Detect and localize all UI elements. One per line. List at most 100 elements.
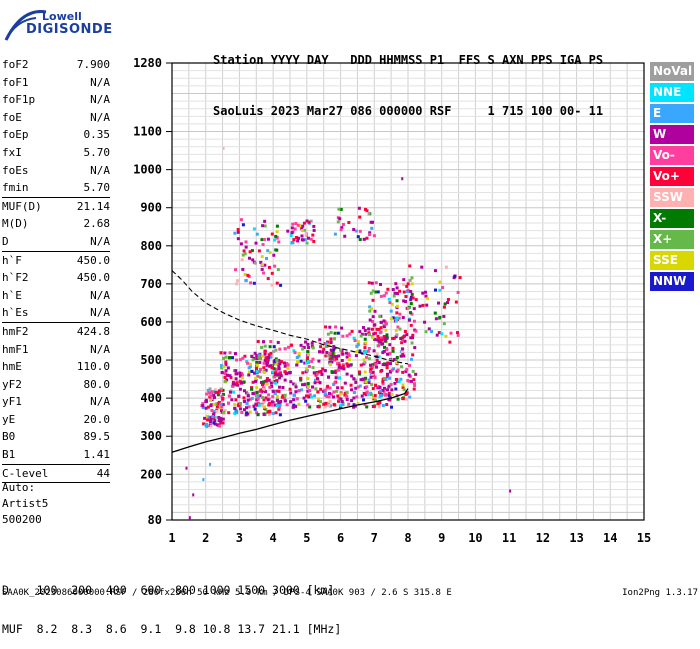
x-tick-label: 15 [637,531,651,545]
echo-point [215,409,219,413]
echo-point [401,383,405,387]
echo-point [274,348,278,352]
echo-point [283,399,287,403]
echo-point [371,220,375,224]
echo-point [421,303,425,307]
echo-point [262,398,266,402]
echo-point [313,381,317,385]
echo-point [364,376,368,380]
echo-point [328,363,332,367]
echo-point [347,402,351,406]
echo-point [222,356,226,360]
echo-point [210,390,214,394]
echo-point [235,358,239,362]
echo-point [395,286,399,290]
echo-point [290,226,294,230]
echo-point [306,359,310,363]
echo-point [365,405,369,409]
echo-point [400,341,404,345]
echo-point [339,228,343,232]
echo-point [255,390,259,394]
echo-point [382,325,386,329]
echo-point [208,398,212,402]
echo-point [456,331,460,335]
echo-point [411,369,415,373]
echo-point [337,396,341,400]
plot-frame [171,62,645,521]
echo-point [411,353,415,357]
echo-point [354,354,358,358]
echo-point [378,342,382,346]
echo-point [361,326,365,330]
echo-point [213,416,217,420]
param-name: foF1p [2,93,36,107]
echo-point [332,395,336,399]
echo-point [402,388,406,392]
echo-point [257,370,261,374]
param-separator [2,463,110,465]
echo-point [372,326,376,330]
echo-point [209,420,213,424]
echo-point [212,390,216,394]
echo-point [295,355,299,359]
echo-point [275,398,279,402]
echo-point [353,339,357,343]
echo-point [396,325,400,329]
echo-point [295,397,299,401]
echo-point [228,356,232,360]
echo-point [219,351,223,355]
echo-point [377,339,381,343]
echo-point [304,366,308,370]
echo-point [272,367,276,371]
echo-point [274,357,278,361]
x-tick-label: 6 [337,531,344,545]
echo-point [312,240,316,244]
echo-point [408,278,412,282]
echo-point [317,405,321,409]
echo-point [409,323,413,327]
parameters-panel: foF2 7.900 foF1 N/A foF1p N/A foE N/A foEp 0.35 fx… [2,56,111,484]
echo-point [424,294,428,298]
echo-point [377,405,381,409]
param-value: 0.35 [83,128,111,142]
echo-point [410,312,414,316]
param-name: B1 [2,448,16,462]
echo-point [212,412,216,416]
echo-point [273,372,277,376]
echo-point [233,231,237,235]
echo-point [294,222,298,226]
echo-point [249,281,253,285]
echo-point [377,344,381,348]
echo-point [277,407,281,411]
muf-row: MUF 8.2 8.3 8.6 9.1 9.8 10.8 13.7 21.1 [… [2,622,342,636]
echo-point [391,349,395,353]
echo-point [274,411,278,415]
echo-point [265,382,269,386]
echo-point [326,384,330,388]
echo-point [353,404,357,408]
echo-point [255,232,259,236]
legend-item: W [650,125,694,144]
echo-point [368,231,372,235]
echo-point [274,367,278,371]
echo-point [392,336,396,340]
echo-point [378,391,382,395]
echo-point [336,331,340,335]
echo-point [248,397,252,401]
echo-point [398,312,402,316]
param-row: h`Es N/A [2,304,110,322]
ionogram-chart: 1 2 3 4 5 6 7 8 9 10 11 12 13 14 158020030040050060070… [133,56,651,545]
echo-point [261,383,265,387]
echo-point [367,327,371,331]
echo-point [301,371,305,375]
echo-point [203,416,207,420]
echo-point [231,356,235,360]
echo-point [274,381,278,385]
echo-point [414,372,418,376]
echo-point [372,397,376,401]
echo-point [296,239,300,243]
echo-point [446,297,450,301]
echo-point [401,282,405,286]
echo-point [307,364,311,368]
echo-point [368,305,372,309]
